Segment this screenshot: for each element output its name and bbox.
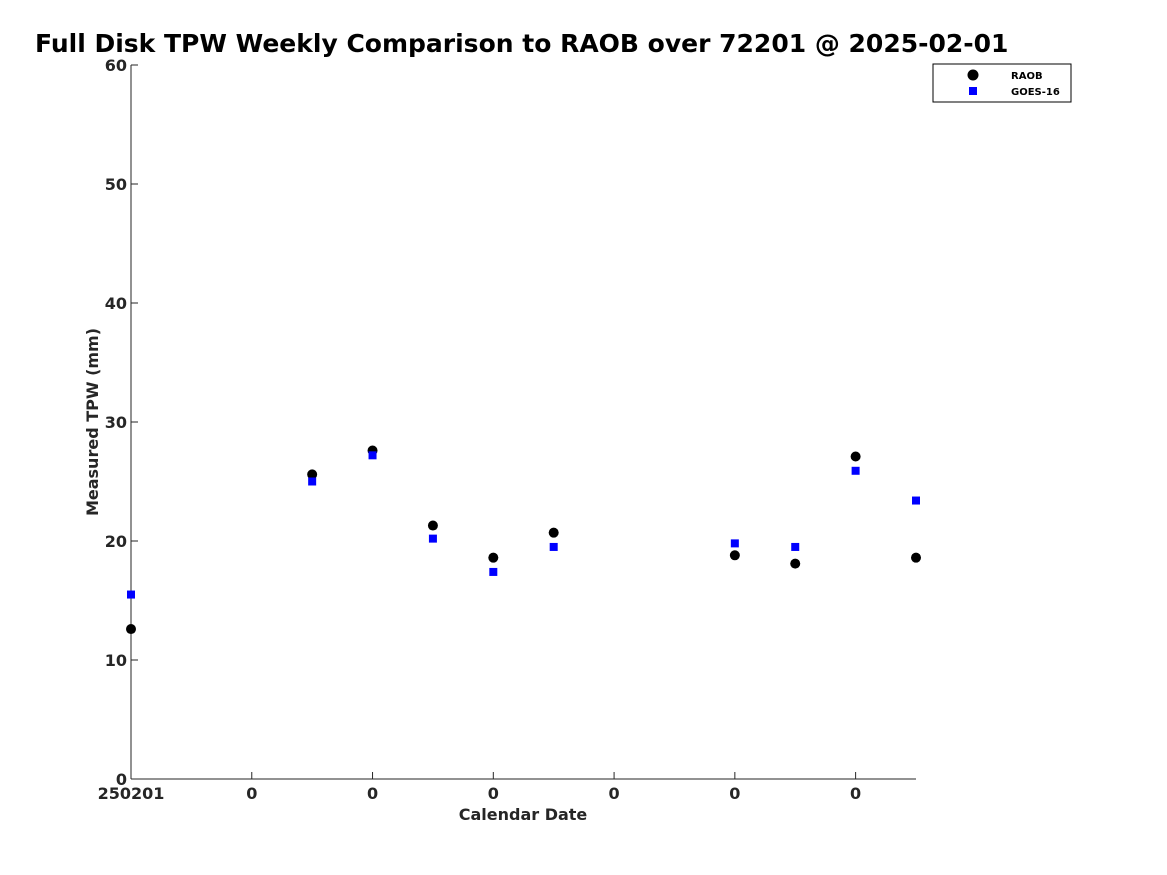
raob-point — [488, 552, 499, 563]
legend-label-goes-16: GOES-16 — [1011, 87, 1060, 98]
goes-16-point — [791, 542, 800, 551]
legend-marker-goes-16 — [969, 87, 977, 95]
x-ticks: 250201 0 0 0 0 0 0 — [98, 772, 861, 803]
x-tick-label: 0 — [850, 784, 861, 803]
raob-point — [548, 527, 559, 538]
goes-16-point — [368, 451, 377, 460]
data-points — [126, 445, 921, 635]
y-tick-label: 40 — [105, 294, 127, 313]
x-tick-label: 0 — [367, 784, 378, 803]
y-tick-label: 30 — [105, 413, 127, 432]
goes-16-point — [912, 496, 920, 505]
x-axis-label: Calendar Date — [459, 805, 588, 824]
legend-box — [932, 63, 1072, 103]
y-tick-label: 0 — [116, 770, 127, 789]
y-tick-label: 20 — [105, 532, 127, 551]
raob-point — [126, 624, 136, 635]
y-tick-label: 10 — [105, 651, 127, 670]
raob-point — [729, 550, 740, 561]
goes-16-point — [549, 542, 558, 551]
raob-point — [911, 552, 921, 563]
goes-16-point — [489, 567, 498, 576]
raob-point — [307, 469, 318, 480]
y-ticks: 0 10 20 30 40 50 60 — [105, 56, 138, 789]
legend: RAOB GOES-16 — [932, 63, 1072, 103]
chart-title: Full Disk TPW Weekly Comparison to RAOB … — [35, 29, 1008, 58]
raob-point — [427, 520, 438, 531]
axes — [130, 65, 916, 780]
goes-16-point — [308, 477, 317, 486]
x-tick-label: 250201 — [98, 784, 165, 803]
x-tick-label: 0 — [488, 784, 499, 803]
goes-16-point — [730, 539, 739, 548]
y-tick-label: 50 — [105, 175, 127, 194]
legend-label-raob: RAOB — [1011, 71, 1043, 82]
y-axis-label: Measured TPW (mm) — [83, 328, 102, 516]
x-tick-label: 0 — [729, 784, 740, 803]
raob-point — [850, 451, 861, 462]
goes-16-point — [127, 590, 135, 599]
legend-marker-raob — [967, 69, 979, 81]
raob-point — [790, 558, 801, 569]
x-tick-label: 0 — [609, 784, 620, 803]
goes-16-point — [428, 534, 437, 543]
y-tick-label: 60 — [105, 56, 127, 75]
goes-16-point — [851, 466, 860, 475]
x-tick-label: 0 — [246, 784, 257, 803]
